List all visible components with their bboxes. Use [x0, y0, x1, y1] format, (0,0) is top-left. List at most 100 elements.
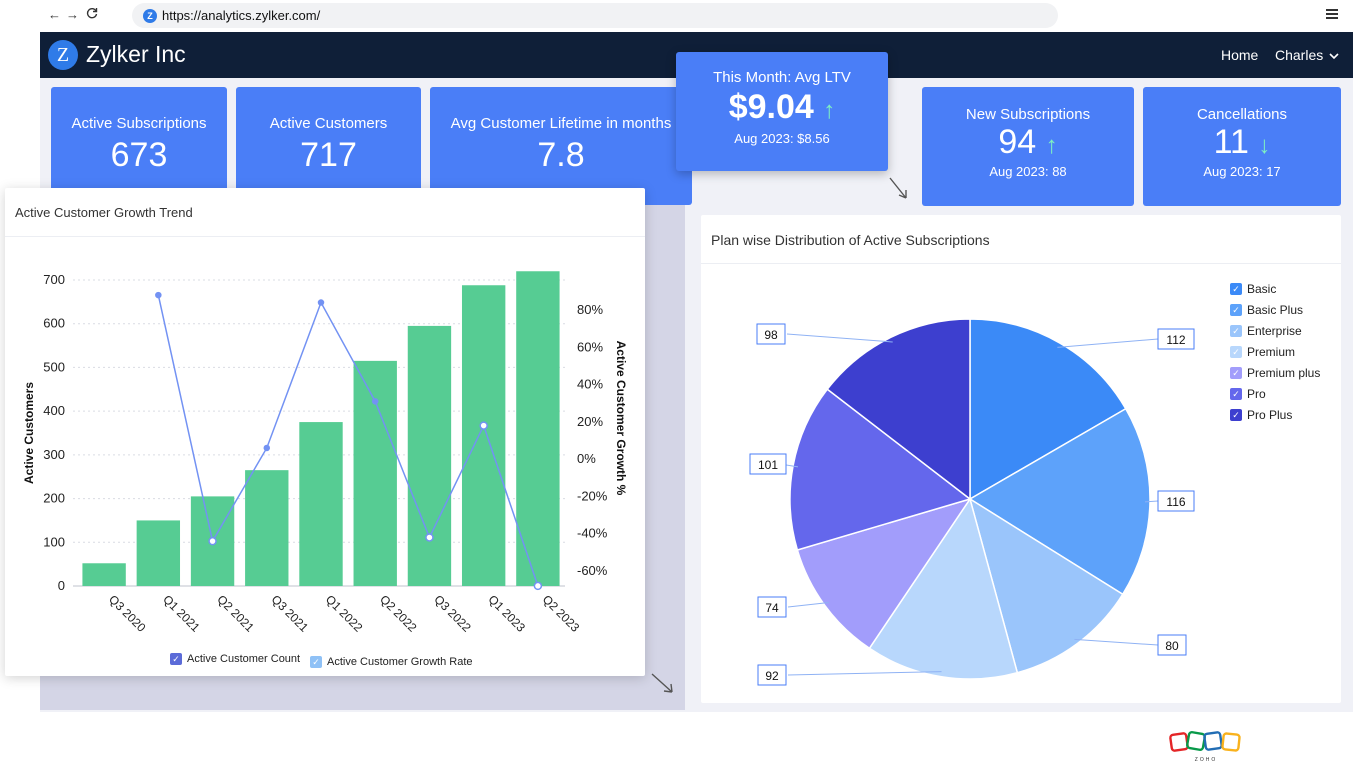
kpi-value: 11: [1213, 123, 1249, 161]
legend-item[interactable]: ✓ Basic Plus: [1230, 303, 1303, 317]
y-axis-label: Active Customers: [22, 382, 36, 484]
pie-value-label: 98: [764, 328, 778, 342]
legend-label: Basic: [1247, 282, 1277, 296]
kpi-previous: Aug 2023: 17: [1203, 164, 1281, 179]
y2-tick-label: 20%: [577, 414, 603, 429]
pie-value-label: 74: [765, 601, 779, 615]
bar: [407, 325, 452, 586]
kpi-new-subscriptions: New Subscriptions 94 ↑ Aug 2023: 88: [922, 87, 1134, 206]
kpi-title: New Subscriptions: [965, 106, 1091, 123]
callout-line: [1074, 638, 1159, 646]
x-tick-label: Q3 2022: [431, 592, 474, 635]
legend-label: Active Customer Count: [187, 653, 301, 665]
pie-slice: [969, 318, 1127, 501]
x-tick-label: Q3 2021: [269, 592, 312, 635]
chevron-down-icon: [1329, 53, 1339, 60]
kpi-title: Avg Customer Lifetime in months: [450, 115, 672, 132]
pointer-arrow-icon: [889, 177, 907, 199]
checkbox-checked-icon: ✓: [310, 656, 322, 668]
kpi-value: 7.8: [537, 136, 585, 174]
user-menu[interactable]: Charles: [1275, 47, 1339, 63]
y2-tick-label: -60%: [577, 563, 608, 578]
line-point: [371, 398, 379, 405]
checkbox-checked-icon: ✓: [1230, 409, 1242, 421]
callout-line: [1144, 500, 1159, 503]
kpi-active-customers: Active Customers 717: [236, 87, 421, 192]
pie-value-label: 92: [765, 669, 779, 683]
kpi-value-row: $9.04 ↑: [676, 88, 888, 127]
bar: [353, 360, 397, 586]
callout-box: [757, 664, 787, 686]
y-tick-label: 200: [43, 491, 65, 506]
pie-value-label: 80: [1165, 639, 1179, 653]
nav-home-link[interactable]: Home: [1221, 47, 1259, 63]
checkbox-checked-icon: ✓: [1230, 346, 1242, 358]
legend-item[interactable]: ✓ Pro: [1230, 387, 1266, 401]
pie-value-label: 101: [758, 458, 778, 472]
x-tick-label: Q2 2021: [214, 592, 257, 635]
legend-item[interactable]: ✓ Basic: [1230, 282, 1276, 296]
legend-label: Enterprise: [1247, 324, 1302, 338]
kpi-title: Cancellations: [1196, 106, 1288, 123]
address-bar[interactable]: Z https://analytics.zylker.com/: [132, 3, 1058, 28]
legend-label: Active Customer Growth Rate: [327, 656, 473, 668]
line-point: [533, 581, 543, 591]
pie-value-label: 112: [1166, 333, 1185, 347]
trend-up-icon: ↑: [823, 97, 836, 124]
card-title: Plan wise Distribution of Active Subscri…: [711, 232, 990, 248]
callout-box: [749, 453, 787, 475]
y2-tick-label: 0%: [577, 451, 596, 466]
brand-logo-icon: Z: [48, 40, 78, 70]
callout-box: [1157, 490, 1195, 512]
x-tick-label: Q3 2020: [106, 592, 149, 635]
y2-tick-label: 60%: [577, 339, 603, 354]
bar: [299, 422, 343, 586]
callout-line: [1057, 338, 1159, 348]
y-tick-label: 700: [43, 272, 65, 287]
y-tick-label: 500: [43, 359, 65, 374]
kpi-value: 673: [110, 136, 168, 174]
line-point: [155, 291, 162, 299]
callout-box: [1157, 328, 1195, 350]
legend-item[interactable]: ✓ Pro Plus: [1230, 408, 1292, 422]
brand-name: Zylker Inc: [86, 41, 186, 67]
callout-line: [787, 601, 829, 608]
line-point: [425, 533, 434, 542]
url-text: https://analytics.zylker.com/: [162, 8, 321, 23]
forward-icon[interactable]: →: [66, 7, 79, 22]
checkbox-checked-icon: ✓: [1230, 283, 1242, 295]
bar: [245, 470, 289, 586]
x-tick-label: Q1 2021: [160, 592, 203, 635]
browser-toolbar: ← → Z https://analytics.zylker.com/: [0, 0, 1353, 32]
y2-tick-label: -40%: [577, 526, 608, 541]
bar: [82, 563, 126, 586]
y-tick-label: 400: [43, 403, 65, 418]
legend-item[interactable]: ✓ Premium plus: [1230, 366, 1320, 380]
checkbox-checked-icon: ✓: [1230, 388, 1242, 400]
back-icon[interactable]: ←: [48, 7, 61, 22]
kpi-previous: Aug 2023: $8.56: [734, 131, 830, 146]
callout-line: [786, 333, 893, 343]
callout-box: [1157, 634, 1187, 656]
legend-item[interactable]: ✓ Premium: [1230, 345, 1295, 359]
divider: [5, 236, 645, 237]
y2-axis-label: Active Customer Growth %: [614, 341, 628, 496]
line-point: [479, 421, 488, 430]
pointer-arrow-icon: [651, 673, 673, 693]
checkbox-checked-icon: ✓: [170, 653, 182, 665]
legend-active-customer-count[interactable]: ✓ Active Customer Count: [170, 653, 300, 665]
legend-growth-rate[interactable]: ✓ Active Customer Growth Rate: [310, 656, 473, 668]
x-tick-label: Q2 2022: [377, 592, 420, 635]
pie-slice: [968, 497, 1124, 674]
checkbox-checked-icon: ✓: [1230, 325, 1242, 337]
bar: [136, 520, 181, 586]
callout-line: [787, 671, 942, 676]
reload-icon[interactable]: [86, 7, 98, 22]
checkbox-checked-icon: ✓: [1230, 304, 1242, 316]
svg-text:ZOHO: ZOHO: [1195, 757, 1217, 763]
browser-menu-icon[interactable]: [1326, 9, 1338, 21]
pie-slice: [826, 318, 971, 501]
legend-item[interactable]: ✓ Enterprise: [1230, 324, 1302, 338]
zoho-logo-icon: ZOHO: [1169, 731, 1241, 763]
user-name: Charles: [1275, 47, 1324, 63]
